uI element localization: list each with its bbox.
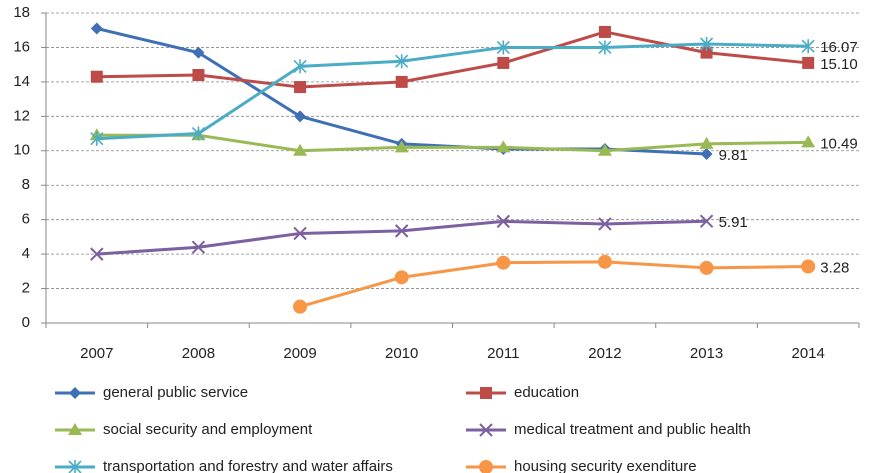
y-tick-label: 0: [22, 314, 30, 331]
marker: [480, 387, 492, 399]
marker: [294, 110, 307, 123]
marker: [801, 39, 815, 54]
marker: [496, 255, 511, 270]
value-label: 10.49: [820, 135, 858, 152]
marker: [394, 224, 409, 238]
marker: [293, 226, 307, 241]
legend-label: transportation and forestry and water af…: [103, 458, 393, 473]
marker: [496, 214, 511, 229]
marker: [597, 254, 612, 269]
y-tick-label: 16: [13, 38, 30, 55]
marker: [699, 37, 714, 51]
marker: [699, 136, 714, 149]
x-tick-label: 2011: [487, 345, 519, 362]
marker: [293, 299, 308, 314]
y-tick-label: 4: [22, 245, 30, 262]
legend-label: education: [514, 384, 579, 401]
value-label: 9.81: [719, 147, 748, 164]
marker: [69, 387, 81, 399]
series-line: [299, 260, 809, 309]
legend-label: medical treatment and public health: [514, 421, 751, 438]
marker: [479, 423, 493, 437]
value-label: 3.28: [820, 259, 849, 276]
marker: [68, 460, 82, 473]
x-tick-label: 2013: [690, 345, 723, 362]
y-tick-label: 14: [13, 73, 30, 90]
legend-label: social security and employment: [103, 421, 313, 438]
marker: [293, 143, 308, 156]
marker: [192, 69, 205, 81]
x-tick-label: 2012: [588, 345, 621, 362]
marker: [394, 270, 409, 285]
value-label: 16.07: [820, 39, 858, 56]
marker: [191, 240, 206, 254]
y-tick-label: 6: [22, 211, 30, 228]
marker: [801, 259, 816, 274]
marker: [90, 70, 103, 83]
marker: [700, 46, 713, 59]
marker: [68, 423, 82, 435]
series-line: [96, 133, 809, 153]
x-tick-label: 2007: [80, 345, 113, 362]
marker: [294, 81, 307, 94]
marker: [598, 40, 612, 55]
x-tick-label: 2008: [182, 345, 215, 362]
y-tick-label: 12: [13, 107, 30, 124]
marker: [395, 54, 409, 69]
legend-label: general public service: [103, 384, 248, 401]
marker: [90, 22, 103, 35]
marker: [597, 143, 612, 156]
marker: [90, 131, 104, 146]
marker: [802, 56, 815, 69]
series-line: [96, 219, 707, 256]
marker: [394, 140, 409, 153]
x-tick-label: 2009: [283, 345, 316, 362]
marker: [496, 40, 510, 55]
marker: [496, 140, 511, 153]
y-tick-label: 8: [22, 176, 30, 193]
marker: [699, 260, 714, 275]
marker: [191, 126, 206, 141]
y-tick-label: 18: [13, 4, 30, 21]
marker: [598, 217, 612, 231]
y-tick-label: 10: [13, 142, 30, 159]
marker: [497, 56, 510, 69]
y-tick-label: 2: [22, 280, 30, 297]
marker: [293, 59, 307, 74]
x-tick-label: 2014: [792, 345, 825, 362]
x-tick-label: 2010: [385, 345, 418, 362]
value-label: 5.91: [719, 214, 748, 231]
series-line: [96, 30, 809, 89]
marker: [801, 135, 816, 148]
series-line: [96, 42, 809, 141]
marker: [479, 460, 493, 473]
marker: [192, 46, 205, 59]
marker: [395, 75, 408, 88]
marker: [598, 25, 611, 38]
legend-label: housing security exenditure: [514, 458, 697, 473]
value-label: 15.10: [820, 56, 858, 73]
marker: [90, 247, 104, 261]
marker: [700, 148, 713, 161]
marker: [699, 214, 714, 228]
